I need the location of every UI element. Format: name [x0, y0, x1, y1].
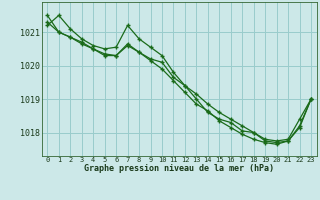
X-axis label: Graphe pression niveau de la mer (hPa): Graphe pression niveau de la mer (hPa) [84, 164, 274, 173]
